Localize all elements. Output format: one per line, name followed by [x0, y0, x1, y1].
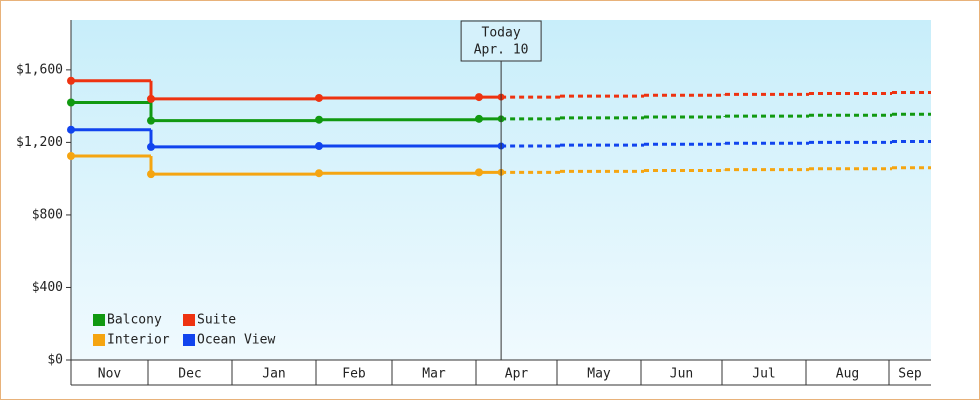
x-tick-label: Jul: [752, 367, 775, 382]
point: [315, 169, 323, 178]
point: [67, 125, 75, 134]
x-tick-label: Nov: [98, 367, 122, 382]
y-tick-label: $800: [32, 207, 63, 222]
legend-swatch: [93, 334, 105, 346]
y-tick-label: $400: [32, 280, 63, 295]
x-tick-label: Dec: [178, 367, 201, 382]
legend-label: Interior: [107, 333, 170, 348]
point: [315, 142, 323, 151]
x-tick-label: Mar: [422, 367, 446, 382]
point: [315, 93, 323, 102]
point: [475, 168, 483, 177]
legend-swatch: [183, 314, 195, 326]
point: [67, 152, 75, 160]
today-box: [460, 20, 542, 62]
y-tick-label: $0: [47, 353, 63, 368]
x-tick-label: Feb: [342, 367, 366, 382]
today-label: Today: [482, 26, 521, 41]
point: [475, 114, 483, 123]
point: [147, 170, 155, 179]
point: [147, 94, 155, 103]
legend-label: Suite: [197, 313, 236, 328]
series-line: [67, 152, 931, 179]
legend-swatch: [183, 334, 195, 346]
point: [475, 93, 483, 102]
x-tick-label: Aug: [836, 367, 859, 382]
x-tick-label: Jun: [670, 367, 693, 382]
y-tick-label: $1,600: [16, 62, 63, 77]
point: [315, 115, 323, 124]
point: [147, 142, 155, 151]
series-line: [67, 125, 931, 151]
point: [67, 98, 75, 107]
series-line: [67, 76, 931, 103]
today-date: Apr. 10: [474, 43, 529, 58]
x-tick-label: Sep: [898, 367, 922, 382]
legend-label: Ocean View: [197, 333, 275, 348]
legend-label: Balcony: [107, 313, 162, 328]
x-tick-label: May: [587, 367, 611, 382]
point: [147, 116, 155, 125]
x-tick-label: Jan: [262, 367, 285, 382]
legend-swatch: [93, 314, 105, 326]
series-line: [67, 98, 931, 125]
x-tick-label: Apr: [505, 367, 529, 382]
y-tick-label: $1,200: [16, 135, 63, 150]
point: [67, 76, 75, 85]
